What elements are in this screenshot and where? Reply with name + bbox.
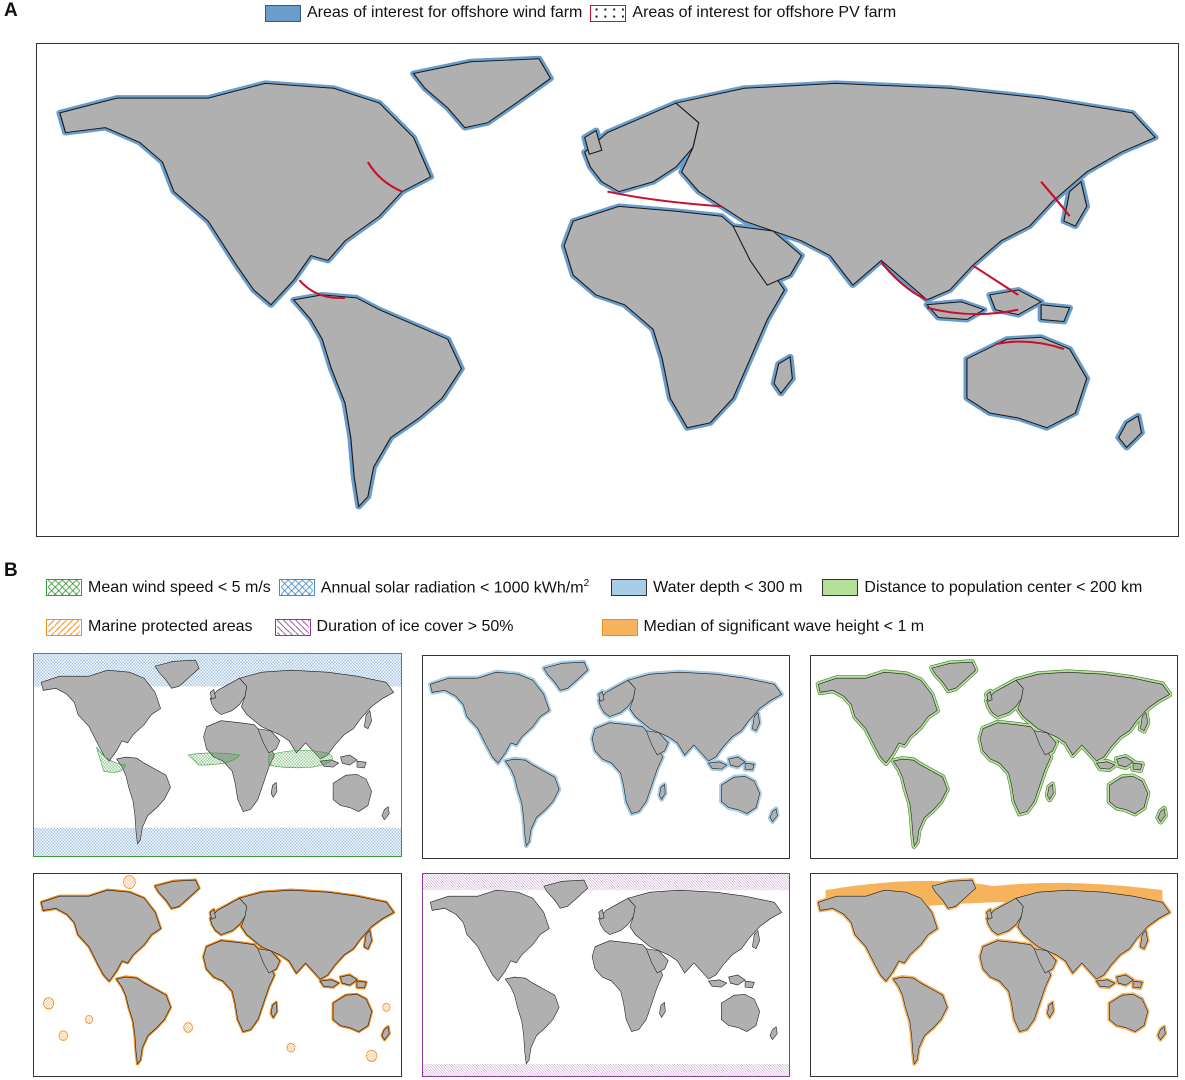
legend-ice-label: Duration of ice cover > 50% <box>316 618 514 635</box>
legend-solar-label: Annual solar radiation < 1000 kWh/m2 <box>320 578 590 597</box>
map-marine-protected <box>33 873 402 1077</box>
legend-mpa: Marine protected areas <box>46 618 253 636</box>
legend-solar: Annual solar radiation < 1000 kWh/m2 <box>278 578 590 597</box>
legend-wind-speed-label: Mean wind speed < 5 m/s <box>88 578 271 596</box>
wind-speed-swatch <box>46 579 82 597</box>
panel-b-label: B <box>4 560 18 581</box>
legend-wind-farm: Areas of interest for offshore wind farm <box>265 4 582 22</box>
legend-depth: Water depth < 300 m <box>611 579 802 597</box>
legend-wave-label: Median of significant wave height < 1 m <box>643 618 925 635</box>
map-water-depth <box>422 655 790 859</box>
panel-a-legend: Areas of interest for offshore wind farm… <box>265 4 896 22</box>
panel-b-legend-row-2: Marine protected areas Duration of ice c… <box>46 618 924 636</box>
legend-depth-label: Water depth < 300 m <box>653 578 803 596</box>
legend-pv-farm: Areas of interest for offshore PV farm <box>590 4 896 22</box>
depth-swatch <box>611 579 648 597</box>
legend-mpa-label: Marine protected areas <box>88 618 253 635</box>
panel-a-label: A <box>4 0 18 21</box>
legend-wind-farm-label: Areas of interest for offshore wind farm <box>307 4 583 21</box>
panel-b-legend-row-1: Mean wind speed < 5 m/s Annual solar rad… <box>46 578 1142 597</box>
mpa-swatch <box>46 618 82 636</box>
map-wave-height <box>810 873 1178 1077</box>
wind-farm-swatch <box>265 4 301 22</box>
solar-swatch <box>278 579 315 597</box>
world-map-main <box>36 43 1179 537</box>
wave-swatch <box>601 618 638 636</box>
legend-wind-speed: Mean wind speed < 5 m/s <box>46 579 271 597</box>
land-masses <box>60 59 1155 507</box>
pv-farm-swatch <box>590 4 627 22</box>
map-wind-solar <box>33 653 402 857</box>
ice-swatch <box>274 618 311 636</box>
legend-pop: Distance to population center < 200 km <box>822 579 1142 597</box>
pv-farm-areas <box>298 161 1071 350</box>
legend-ice: Duration of ice cover > 50% <box>274 618 514 636</box>
map-population <box>810 655 1178 859</box>
pop-swatch <box>822 579 859 597</box>
legend-pop-label: Distance to population center < 200 km <box>864 578 1143 596</box>
legend-wave: Median of significant wave height < 1 m <box>601 618 925 636</box>
legend-pv-farm-label: Areas of interest for offshore PV farm <box>632 4 897 21</box>
map-ice-cover <box>422 873 790 1077</box>
